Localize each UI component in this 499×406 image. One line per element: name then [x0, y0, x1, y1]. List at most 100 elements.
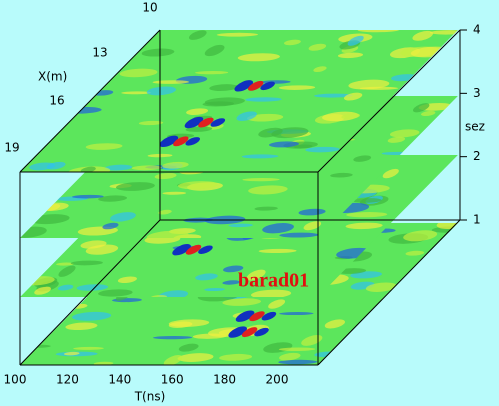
slice-blob: [261, 311, 277, 321]
slice-blob: [223, 265, 244, 273]
slice-blob: [71, 311, 112, 321]
slice-blob: [57, 284, 74, 291]
slice-blob: [159, 135, 179, 148]
slice-blob: [146, 230, 189, 238]
slice-blob: [258, 248, 297, 254]
slice-blob: [382, 168, 399, 179]
slice-blob: [85, 143, 123, 150]
slice-blob: [405, 250, 425, 256]
slice-blob: [241, 327, 258, 338]
slice-blob: [298, 208, 326, 216]
slice-blob: [185, 137, 201, 146]
slice-blob: [177, 353, 214, 362]
x-tick-label: 10: [142, 1, 157, 15]
slice-blob: [163, 355, 183, 365]
slice-blob: [168, 321, 193, 328]
slice-blob: [204, 287, 225, 292]
slice-blob: [341, 113, 361, 120]
slice-blob: [313, 66, 327, 73]
slice-blob: [158, 290, 189, 297]
annotation: barad01: [238, 270, 309, 292]
slice-blob: [330, 172, 353, 178]
slice-blob: [80, 166, 96, 172]
slice-blob: [260, 81, 275, 91]
slice-blob: [204, 44, 225, 57]
slice-blob: [412, 30, 434, 41]
slice-blob: [242, 178, 280, 182]
slice-blob: [172, 244, 191, 256]
slice-blob: [352, 198, 382, 203]
slice-blob: [152, 80, 190, 84]
slice-blob: [254, 327, 269, 337]
slice-blob: [195, 71, 229, 75]
slice-blob: [71, 194, 104, 199]
t-tick-label: 160: [161, 373, 184, 387]
slice-blob: [262, 223, 294, 234]
slice-blob: [216, 32, 258, 37]
slice-blob: [413, 103, 430, 113]
slice-blob: [279, 232, 319, 238]
slice-blob: [337, 52, 364, 59]
slice-blob: [268, 299, 286, 309]
slice-blob: [222, 298, 262, 306]
t-tick-label: 180: [213, 373, 236, 387]
slice-blob: [138, 120, 164, 126]
slice-blob: [98, 289, 133, 297]
slice-blob: [247, 80, 264, 91]
slice-blob: [65, 322, 98, 331]
slice-blob: [56, 262, 75, 266]
slice-blob: [284, 39, 301, 46]
slice-blob: [93, 361, 114, 365]
axes: 100 120 140 160 180 200 10 13 16 19 4 3 2 1: [4, 1, 481, 387]
slice-blob: [278, 347, 316, 351]
slice-image: [20, 30, 458, 172]
slice-blob: [162, 191, 187, 195]
slice-blob: [248, 185, 288, 195]
slice-blob: [185, 244, 202, 255]
x-tick-label: 16: [49, 94, 64, 108]
slice-blob: [58, 265, 76, 277]
slice-blob: [110, 212, 136, 222]
slice-blob: [198, 245, 213, 254]
slice-blob: [245, 97, 282, 102]
t-axis-label: T(ns): [134, 390, 166, 404]
slice-blob: [102, 222, 119, 230]
slice-blob: [228, 223, 253, 228]
slice: [20, 30, 458, 172]
slice-blob: [268, 141, 299, 148]
slice-blob: [324, 319, 346, 329]
slice-blob: [195, 273, 218, 281]
x-axis-label: X(m): [38, 70, 67, 84]
slice-blob: [202, 101, 235, 107]
slice-blob: [210, 118, 226, 127]
slice-blob: [153, 335, 193, 340]
slice-blob: [131, 165, 162, 171]
slice-blob: [237, 53, 280, 62]
slice-blob: [301, 334, 323, 346]
slice-blob: [177, 181, 218, 190]
slice-blob: [421, 110, 436, 117]
x-tick-label: 13: [92, 46, 107, 60]
slice-blob: [185, 126, 213, 132]
slice-blob: [271, 127, 309, 139]
box-edges: [19, 29, 461, 366]
z-axis-label: sez: [465, 120, 485, 134]
slice-blob: [209, 84, 238, 91]
slice-blob: [173, 136, 189, 147]
slice-blob: [158, 209, 172, 215]
slice-blob: [387, 136, 406, 143]
slice-blob: [117, 276, 137, 284]
x-tick-label: 19: [4, 141, 19, 155]
slice-blob: [278, 85, 316, 90]
z-tick-label: 2: [473, 149, 481, 163]
slice-blob: [80, 240, 107, 249]
slice-blob: [70, 260, 103, 266]
slice-blob: [314, 93, 353, 98]
t-tick-label: 120: [56, 373, 79, 387]
slice-blob: [184, 116, 204, 129]
slice-blob: [347, 35, 364, 46]
slice-blob: [73, 346, 104, 350]
slice-blob: [186, 108, 209, 115]
